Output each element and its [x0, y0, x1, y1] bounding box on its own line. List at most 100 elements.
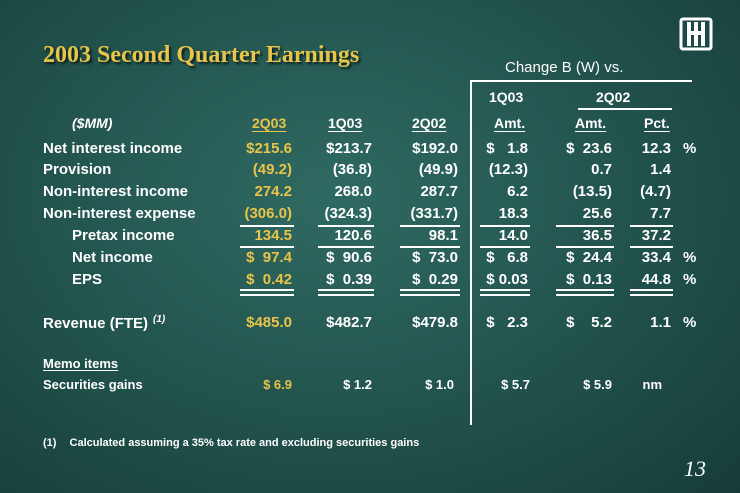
total-rule	[400, 289, 460, 291]
memo-value: nm	[642, 377, 663, 392]
total-rule	[318, 294, 374, 296]
table-cell: (306.0)	[244, 205, 292, 222]
total-rule	[556, 289, 614, 291]
percent-suffix: %	[683, 249, 697, 266]
memo-label: Securities gains	[43, 377, 143, 392]
subtotal-rule	[630, 225, 673, 227]
change-header: Change B (W) vs.	[505, 59, 624, 76]
total-rule	[318, 289, 374, 291]
table-cell: (331.7)	[410, 205, 458, 222]
table-cell: 14.0	[498, 227, 528, 244]
row-label-text: Net income	[72, 249, 153, 266]
table-cell: 98.1	[428, 227, 458, 244]
col-header-amt-1: Amt.	[494, 115, 526, 131]
row-label: Revenue (FTE) (1)	[43, 314, 165, 332]
table-cell: 0.7	[591, 161, 612, 178]
table-cell: 44.8	[641, 271, 671, 288]
table-cell: 36.5	[582, 227, 612, 244]
row-label: Provision	[43, 161, 111, 178]
table-cell: $482.7	[326, 314, 372, 331]
table-cell: $ 6.8	[486, 249, 528, 266]
page-number: 13	[684, 456, 706, 481]
row-label-text: Provision	[43, 161, 112, 178]
row-label: Non-interest income	[43, 183, 188, 200]
row-label: Net income	[72, 249, 153, 266]
slide-title: 2003 Second Quarter Earnings	[43, 42, 360, 68]
table-cell: 18.3	[498, 205, 528, 222]
col-header-pct: Pct.	[644, 115, 670, 131]
footnote: (1) Calculated assuming a 35% tax rate a…	[43, 437, 419, 449]
percent-suffix: %	[683, 271, 697, 288]
subtotal-rule	[556, 225, 614, 227]
footnote-marker: (1)	[43, 437, 57, 449]
row-label: Net interest income	[43, 140, 182, 157]
subtotal-rule	[480, 246, 530, 248]
memo-value: $ 5.7	[501, 377, 530, 392]
change-header-rule	[470, 80, 692, 82]
table-cell: (324.3)	[324, 205, 372, 222]
memo-value: $ 5.9	[583, 377, 612, 392]
table-cell: 287.7	[420, 183, 458, 200]
table-cell: (12.3)	[488, 161, 528, 178]
table-cell: 33.4	[641, 249, 671, 266]
table-cell: $ 0.39	[326, 271, 372, 288]
table-cell: (49.2)	[252, 161, 292, 178]
subtotal-rule	[240, 225, 294, 227]
table-cell: (13.5)	[572, 183, 612, 200]
table-cell: $ 2.3	[486, 314, 528, 331]
table-cell: (49.9)	[418, 161, 458, 178]
percent-suffix: %	[683, 314, 697, 331]
table-cell: $192.0	[412, 140, 458, 157]
table-cell: (4.7)	[640, 183, 671, 200]
footnote-ref: (1)	[153, 314, 166, 325]
table-cell: 268.0	[334, 183, 372, 200]
subtotal-rule	[318, 246, 374, 248]
change-divider	[470, 80, 472, 425]
table-cell: $ 0.42	[246, 271, 292, 288]
total-rule	[400, 294, 460, 296]
table-cell: $213.7	[326, 140, 372, 157]
subtotal-rule	[240, 246, 294, 248]
table-cell: $ 90.6	[326, 249, 372, 266]
subtotal-rule	[318, 225, 374, 227]
total-rule	[630, 294, 673, 296]
row-label-text: Revenue (FTE)	[43, 315, 149, 332]
memo-value: $ 1.2	[343, 377, 372, 392]
table-cell: 37.2	[641, 227, 671, 244]
table-cell: $485.0	[246, 314, 292, 331]
row-label-text: Net interest income	[43, 140, 183, 157]
memo-heading: Memo items	[43, 356, 119, 371]
total-rule	[480, 289, 530, 291]
table-cell: $ 23.6	[566, 140, 612, 157]
table-cell: $ 5.2	[566, 314, 612, 331]
table-cell: 120.6	[334, 227, 372, 244]
total-rule	[630, 289, 673, 291]
table-cell: 134.5	[254, 227, 292, 244]
table-cell: $ 1.8	[486, 140, 528, 157]
percent-suffix: %	[683, 140, 697, 157]
footnote-text: Calculated assuming a 35% tax rate and e…	[69, 437, 420, 449]
subtotal-rule	[480, 225, 530, 227]
total-rule	[480, 294, 530, 296]
total-rule	[240, 294, 294, 296]
subtotal-rule	[630, 246, 673, 248]
total-rule	[556, 294, 614, 296]
row-label-text: EPS	[72, 271, 103, 288]
memo-value: $ 6.9	[263, 377, 292, 392]
table-cell: 1.4	[650, 161, 671, 178]
row-label-text: Pretax income	[72, 227, 175, 244]
row-label-text: Non-interest income	[43, 183, 189, 200]
subtotal-rule	[400, 246, 460, 248]
col-header-amt-2: Amt.	[575, 115, 607, 131]
units-label: ($MM)	[72, 115, 113, 131]
group-2q02-rule	[578, 108, 672, 110]
group-header-2q02: 2Q02	[596, 89, 631, 105]
table-cell: (36.8)	[332, 161, 372, 178]
col-header-1q03: 1Q03	[328, 115, 363, 131]
table-cell: $479.8	[412, 314, 458, 331]
table-cell: 6.2	[507, 183, 528, 200]
table-cell: $ 0.29	[412, 271, 458, 288]
row-label: Pretax income	[72, 227, 175, 244]
col-header-2q03: 2Q03	[252, 115, 287, 131]
table-cell: $ 0.03	[486, 271, 528, 288]
